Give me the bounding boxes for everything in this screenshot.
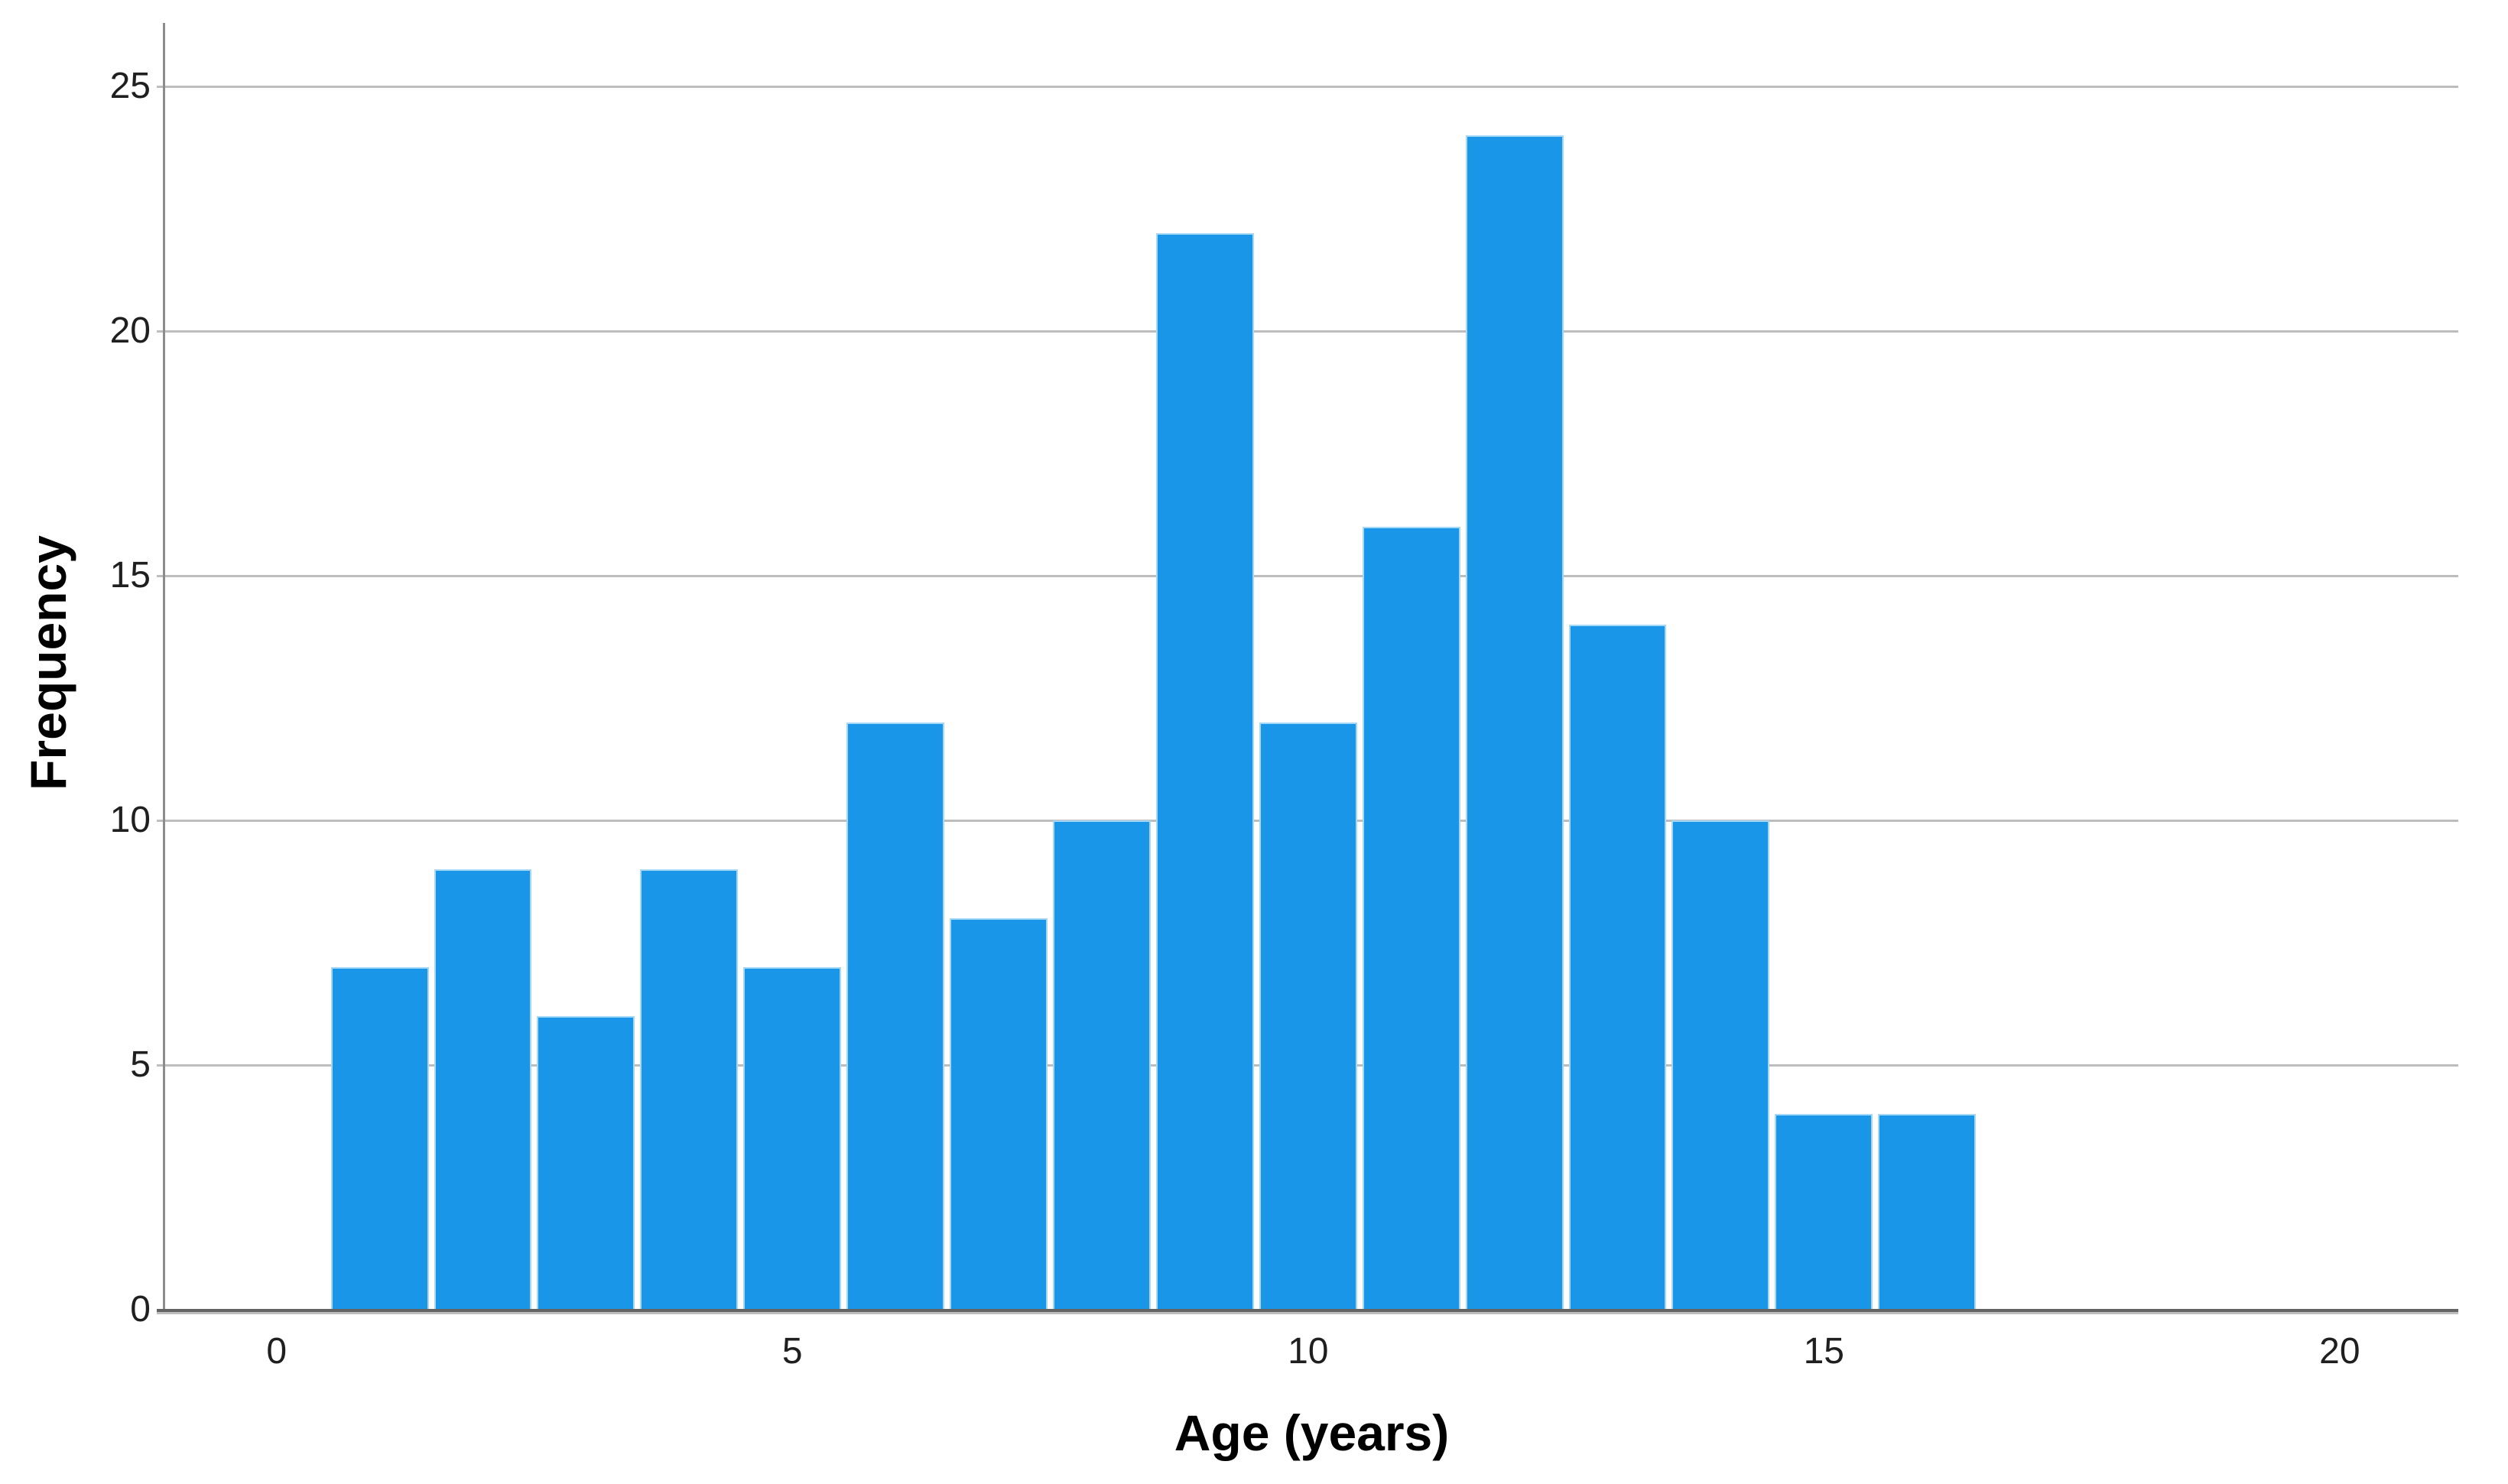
histogram-bar: [1671, 820, 1770, 1310]
x-tick-label: 10: [1288, 1331, 1329, 1372]
histogram-bar: [1878, 1114, 1977, 1310]
histogram-bar: [1775, 1114, 1873, 1310]
y-tick-label: 0: [130, 1289, 151, 1330]
x-tick-label: 20: [2319, 1331, 2360, 1372]
histogram-bar: [1362, 527, 1460, 1310]
histogram-bar: [537, 1016, 635, 1310]
histogram-bar: [330, 967, 429, 1310]
x-axis-line: [157, 1309, 2458, 1312]
y-tick-label: 10: [109, 800, 151, 841]
x-tick-label: 0: [266, 1331, 288, 1372]
y-gridline: [157, 85, 2458, 88]
histogram-bar: [950, 918, 1048, 1310]
y-tick-label: 25: [109, 66, 151, 107]
y-tick-label: 15: [109, 555, 151, 596]
histogram-bar: [846, 723, 945, 1310]
histogram-bar: [1568, 625, 1667, 1310]
y-tick-label: 5: [130, 1044, 151, 1086]
plot-area: [157, 23, 2458, 1312]
x-axis-title: Age (years): [1174, 1404, 1450, 1461]
histogram-bar: [1465, 135, 1564, 1310]
histogram-bar: [434, 869, 532, 1310]
x-tick-label: 15: [1803, 1331, 1844, 1372]
histogram-bar: [1053, 820, 1151, 1310]
x-tick-label: 5: [781, 1331, 803, 1372]
y-gridline: [157, 574, 2458, 577]
y-gridline: [157, 330, 2458, 333]
histogram-bar: [640, 869, 739, 1310]
histogram-bar: [1155, 233, 1254, 1310]
histogram-bar: [1259, 723, 1357, 1310]
histogram-bar: [743, 967, 842, 1310]
y-axis-line: [163, 23, 165, 1310]
y-tick-label: 20: [109, 310, 151, 352]
